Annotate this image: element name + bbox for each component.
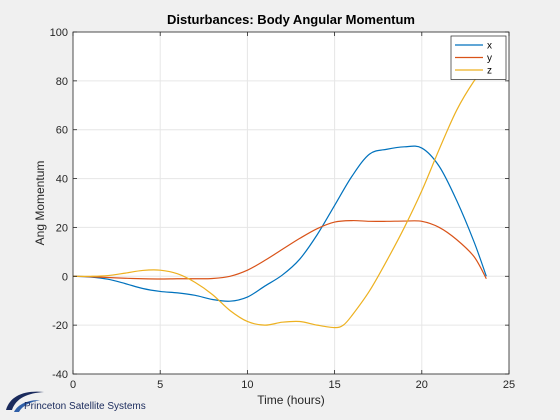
- series-group: [73, 70, 487, 329]
- x-tick-label: 0: [70, 379, 76, 391]
- series-layer: [73, 70, 487, 329]
- legend-label-z: z: [487, 66, 492, 77]
- legend: xyz: [450, 35, 507, 80]
- y-tick-label: -20: [52, 320, 68, 332]
- y-tick-label: -40: [52, 369, 68, 381]
- y-axis-label: Ang Momentum: [33, 161, 47, 246]
- legend-label-x: x: [487, 41, 492, 52]
- logo-swoosh-icon: [6, 391, 44, 412]
- x-tick-label: 15: [328, 379, 340, 391]
- chart-title: Disturbances: Body Angular Momentum: [167, 12, 415, 27]
- y-tick-label: 60: [56, 125, 68, 137]
- x-tick-label: 10: [241, 379, 253, 391]
- legend-label-y: y: [487, 53, 492, 64]
- y-tick-label: 40: [56, 174, 68, 186]
- ticks: 0 5 10 15 20 25 -40 -20 0 20 40 60 80 100: [50, 27, 515, 391]
- x-tick-label: 25: [503, 379, 515, 391]
- y-tick-label: 20: [56, 222, 68, 234]
- series-line-y: [73, 219, 487, 280]
- logo-text: Princeton Satellite Systems: [24, 401, 146, 412]
- series-line-z: [73, 70, 484, 329]
- series-line-x: [73, 145, 487, 302]
- x-tick-label: 20: [416, 379, 428, 391]
- plot-frame: [72, 31, 510, 375]
- y-tick-label: 0: [62, 271, 68, 283]
- y-tick-label: 80: [56, 76, 68, 88]
- x-tick-label: 5: [157, 379, 163, 391]
- x-axis-label: Time (hours): [257, 393, 325, 407]
- y-tick-label: 100: [50, 27, 68, 39]
- company-logo: Princeton Satellite Systems: [4, 388, 204, 418]
- plot-area: [73, 32, 509, 374]
